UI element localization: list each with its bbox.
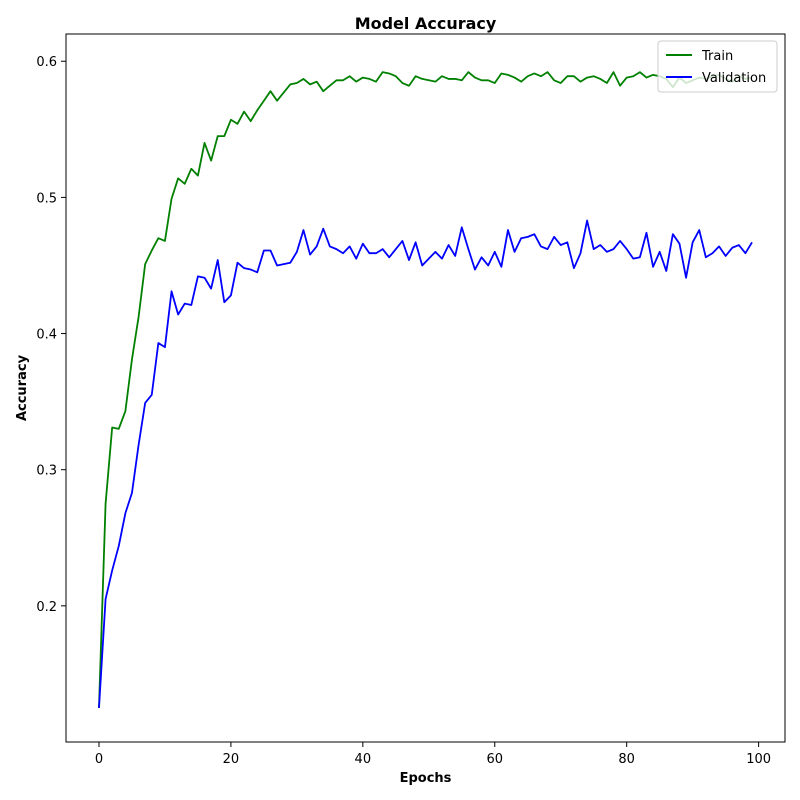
x-tick-label: 60 [486, 752, 503, 767]
x-tick-label: 40 [355, 752, 372, 767]
y-tick-label: 0.4 [36, 328, 57, 343]
y-tick-label: 0.5 [36, 191, 57, 206]
y-tick-label: 0.2 [36, 600, 57, 615]
chart-title: Model Accuracy [355, 14, 497, 33]
y-axis: 0.2 0.3 0.4 0.5 0.6 [36, 55, 66, 615]
plot-frame [65, 33, 786, 743]
x-tick-label: 100 [746, 752, 771, 767]
series-line-train [98, 71, 753, 708]
legend: Train Validation [657, 40, 778, 93]
x-tick-label: 80 [618, 752, 635, 767]
plot-area [65, 33, 786, 743]
legend-box [657, 40, 778, 93]
y-axis-title: Accuracy [15, 354, 30, 421]
x-axis-title: Epochs [400, 771, 452, 786]
series-lines [98, 71, 753, 709]
legend-label-validation: Validation [702, 71, 766, 86]
x-tick-label: 0 [95, 752, 103, 767]
x-axis: 0 20 40 60 80 100 [95, 742, 771, 767]
y-tick-label: 0.3 [36, 464, 57, 479]
y-tick-label: 0.6 [36, 55, 57, 70]
legend-label-train: Train [701, 49, 733, 64]
series-line-validation [98, 219, 753, 709]
x-tick-label: 20 [223, 752, 240, 767]
